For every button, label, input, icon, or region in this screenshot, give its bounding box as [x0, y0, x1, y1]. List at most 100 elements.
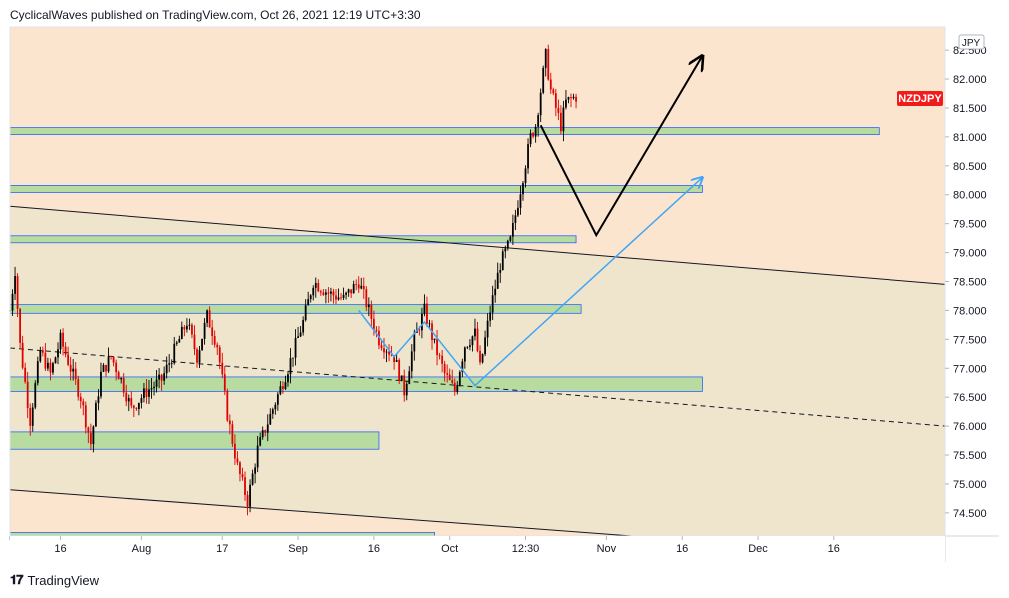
candle-body [469, 345, 471, 347]
x-tick-label: 17 [216, 543, 228, 555]
candle-body [324, 292, 327, 295]
candle-body [196, 349, 198, 363]
candle-body [532, 133, 534, 137]
candle-body [554, 93, 557, 108]
tradingview-logo-icon: 𝟏𝟕 [10, 572, 24, 587]
zone-4[interactable] [9, 304, 582, 314]
trend-line-2[interactable] [9, 347, 946, 427]
candle-body [155, 379, 158, 387]
candle-body [228, 420, 231, 425]
candle-body [178, 338, 181, 343]
candle-body [408, 371, 411, 384]
y-tick-label: 80.500 [953, 161, 987, 173]
y-tick-label: 78.500 [953, 277, 987, 289]
time-axis-ticks: 16 Aug 17 Sep 16 Oct 12:30 Nov 16 Dec 16 [54, 536, 840, 555]
candle-body [231, 424, 234, 444]
candle-body [428, 323, 431, 325]
x-tick-label: 16 [828, 543, 840, 555]
candle-body [423, 303, 426, 314]
zone-3[interactable] [9, 235, 577, 244]
candle-body [100, 371, 102, 397]
candle-body [299, 332, 302, 337]
candle-body [486, 320, 489, 338]
candle-body [185, 325, 188, 330]
candle-body [340, 297, 342, 299]
candle-body [461, 361, 464, 372]
candle-body [390, 354, 393, 356]
candle-body [494, 288, 497, 296]
candle-body [312, 287, 315, 296]
candle-body [69, 364, 72, 372]
candle-body [463, 347, 466, 362]
candle-body [34, 383, 37, 408]
candle-body [491, 295, 494, 313]
candle-body [120, 378, 123, 380]
candle-body [105, 364, 107, 372]
projection-arrow-black[interactable] [539, 56, 703, 238]
candle-body [506, 240, 509, 249]
candle-body [87, 427, 90, 433]
candle-body [284, 382, 287, 389]
candle-body [183, 326, 186, 330]
zone-6[interactable] [9, 431, 380, 450]
candle-body [474, 328, 476, 337]
symbol-badge[interactable]: NZDJPY [897, 91, 943, 106]
candle-body [287, 374, 289, 383]
candle-body [289, 358, 292, 375]
candle-body [249, 484, 251, 507]
projection-arrow-blue[interactable] [358, 177, 703, 387]
candle-body [82, 401, 85, 406]
candle-body [160, 374, 163, 381]
candle-body [413, 332, 416, 352]
zone-2[interactable] [9, 185, 703, 193]
candle-body [519, 194, 522, 208]
candle-body [79, 396, 82, 402]
candle-body [309, 295, 312, 300]
candle-body [246, 494, 249, 507]
currency-label: JPY [958, 34, 985, 50]
candle-body [97, 396, 100, 404]
trend-line-3[interactable] [9, 489, 632, 537]
x-tick-label: 16 [54, 543, 66, 555]
candle-body [534, 126, 537, 137]
candle-body [314, 282, 317, 288]
candle-body [421, 313, 423, 331]
candle-body [559, 112, 562, 132]
svg-text:JPY: JPY [962, 38, 981, 49]
y-tick-label: 76.000 [953, 421, 987, 433]
candle-body [201, 338, 203, 351]
candle-body [244, 477, 246, 495]
candle-body [539, 92, 542, 116]
candle-body [122, 378, 125, 393]
candle-body [451, 380, 454, 383]
trend-line-1[interactable] [9, 205, 946, 285]
candle-body [405, 383, 408, 396]
candle-body [127, 398, 130, 402]
candle-body [448, 374, 451, 381]
candle-body [330, 291, 332, 294]
x-tick-label: Nov [597, 543, 617, 555]
candle-body [575, 96, 577, 102]
candle-body [95, 403, 97, 427]
y-tick-label: 81.500 [953, 103, 987, 115]
candle-body [466, 346, 469, 348]
candle-body [307, 299, 310, 306]
candle-body [132, 405, 135, 408]
candle-body [403, 375, 406, 396]
candle-body [547, 49, 550, 80]
candle-body [266, 424, 269, 433]
zone-1[interactable] [9, 127, 880, 136]
zone-5[interactable] [9, 376, 703, 392]
candle-body [367, 304, 370, 308]
trend-lines[interactable] [9, 205, 946, 537]
footer-brand[interactable]: 𝟏𝟕 TradingView [10, 572, 99, 588]
candle-body [198, 350, 201, 363]
candle-body [31, 407, 34, 426]
candle-body [441, 355, 444, 364]
projection-arrows[interactable] [358, 56, 703, 387]
candle-body [282, 386, 284, 389]
candle-body [218, 347, 221, 363]
candle-body [342, 294, 345, 298]
symbol-badge-label: NZDJPY [898, 93, 942, 105]
